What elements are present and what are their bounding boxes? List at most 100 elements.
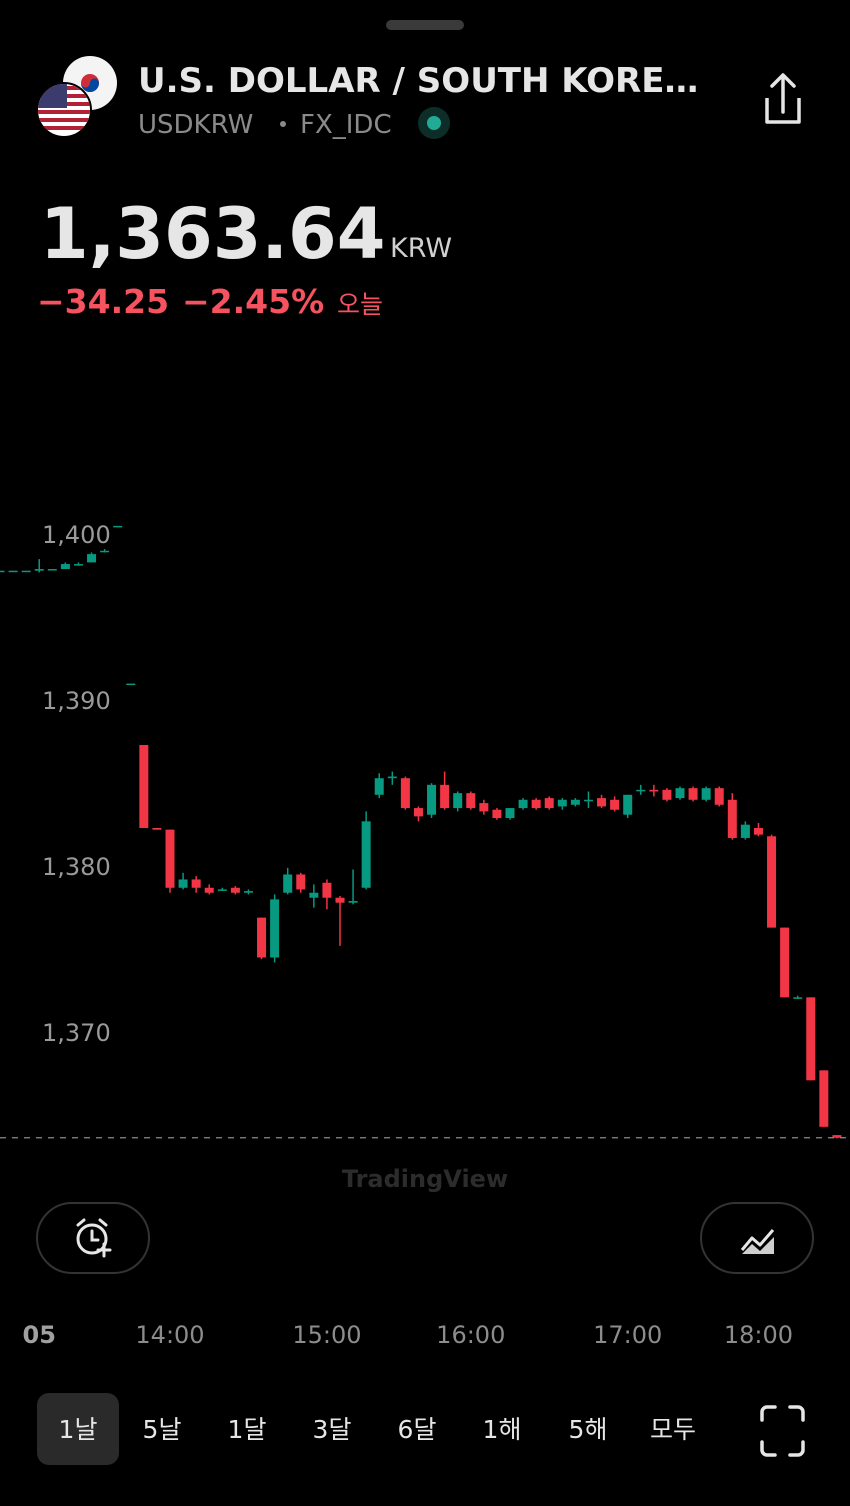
candle-body: [230, 887, 240, 893]
candle-body: [387, 776, 397, 779]
range-option[interactable]: 5날: [143, 1415, 182, 1444]
x-tick-label: 17:00: [593, 1321, 662, 1349]
candle-body: [466, 793, 476, 809]
sheet-grabber: [386, 20, 464, 30]
x-tick-label: 05: [23, 1321, 56, 1349]
candle-body: [60, 564, 70, 570]
candle-body: [767, 836, 777, 928]
candle-body: [8, 570, 18, 573]
candle-body: [806, 997, 816, 1081]
market-status-dot: [427, 116, 441, 130]
change-period: 오늘: [337, 290, 383, 319]
indicator-button[interactable]: [700, 1202, 814, 1274]
fullscreen-button[interactable]: [752, 1400, 814, 1462]
candle-body: [623, 794, 633, 815]
candle-body: [139, 745, 149, 828]
candle-body: [649, 789, 659, 792]
candle-body: [204, 887, 214, 893]
share-button[interactable]: [755, 70, 811, 132]
candle-body: [427, 784, 437, 815]
candle-body: [257, 917, 267, 958]
y-tick-label: 1,370: [42, 1019, 111, 1047]
chart: 1,400 1,390 1,380 1,370 05 14:00 15:00 16:00 17:…: [0, 521, 850, 1349]
range-option[interactable]: 3달: [313, 1415, 352, 1444]
candle-body: [296, 874, 306, 890]
candle-body: [531, 799, 541, 809]
candle-body: [819, 1070, 829, 1127]
symbol-title: U.S. DOLLAR / SOUTH KORE…: [138, 61, 698, 101]
candle-body: [178, 879, 188, 888]
candle-body: [583, 799, 593, 802]
range-selected[interactable]: [37, 1393, 119, 1465]
candle-body: [322, 882, 332, 898]
candle-body: [361, 821, 371, 888]
candle-body: [714, 788, 724, 805]
candle-body: [453, 793, 463, 809]
candle-body: [283, 874, 293, 893]
candle-body: [479, 803, 489, 812]
candle-body: [492, 809, 502, 819]
x-tick-label: 14:00: [135, 1321, 204, 1349]
candle-body: [740, 824, 750, 838]
separator-dot: [280, 121, 286, 127]
candle-body: [505, 808, 515, 819]
candle-body: [87, 554, 97, 563]
candle-body: [113, 525, 123, 528]
candle-body: [518, 799, 528, 809]
candle-body: [152, 828, 162, 830]
candle-body: [191, 879, 201, 888]
candle-body: [270, 899, 280, 958]
candle-body: [73, 564, 83, 566]
y-tick-label: 1,390: [42, 687, 111, 715]
candle-body: [753, 828, 763, 835]
candle-body: [400, 778, 410, 809]
range-option[interactable]: 6달: [398, 1415, 437, 1444]
x-tick-label: 18:00: [724, 1321, 793, 1349]
price-change-percent: −2.45%: [182, 282, 324, 321]
range-selector: 1날 5날 1달 3달 6달 1해 5해 모두: [37, 1393, 696, 1465]
candle-body: [335, 897, 345, 903]
range-option[interactable]: 1해: [483, 1415, 522, 1444]
candle-body: [34, 569, 44, 571]
candle-body: [701, 788, 711, 800]
candle-body: [636, 789, 646, 792]
candle-body: [688, 788, 698, 800]
x-tick-label: 15:00: [292, 1321, 361, 1349]
range-option[interactable]: 1날: [59, 1415, 98, 1444]
candle-body: [217, 889, 227, 891]
candle-body: [662, 789, 672, 800]
candle-body: [374, 778, 384, 795]
candle-body: [832, 1135, 842, 1138]
flags: [36, 56, 117, 138]
price-change: −34.25: [37, 282, 169, 321]
candle-body: [47, 569, 57, 571]
y-tick-label: 1,400: [42, 521, 111, 549]
candle-body: [793, 997, 803, 999]
range-option[interactable]: 1달: [228, 1415, 267, 1444]
candle-body: [780, 927, 790, 998]
candle-body: [413, 808, 423, 817]
currency: KRW: [390, 233, 452, 264]
symbol-ticker: USDKRW: [138, 110, 253, 140]
candle-body: [243, 891, 253, 893]
range-option[interactable]: 5해: [569, 1415, 608, 1444]
candle-body: [570, 799, 580, 805]
candle-body: [597, 798, 607, 807]
candle-body: [557, 799, 567, 807]
y-tick-label: 1,380: [42, 853, 111, 881]
candle-body: [0, 570, 5, 573]
price: 1,363.64: [40, 193, 385, 275]
range-option[interactable]: 모두: [650, 1415, 696, 1444]
candle-body: [126, 683, 136, 686]
candle-body: [21, 570, 31, 573]
candle-body: [165, 829, 175, 888]
candle-body: [610, 799, 620, 810]
candle-body: [675, 788, 685, 799]
candle-body: [544, 798, 554, 809]
candle-body: [440, 784, 450, 809]
watermark: TradingView: [342, 1165, 508, 1193]
candle-body: [309, 892, 319, 898]
alert-button[interactable]: [36, 1202, 150, 1274]
